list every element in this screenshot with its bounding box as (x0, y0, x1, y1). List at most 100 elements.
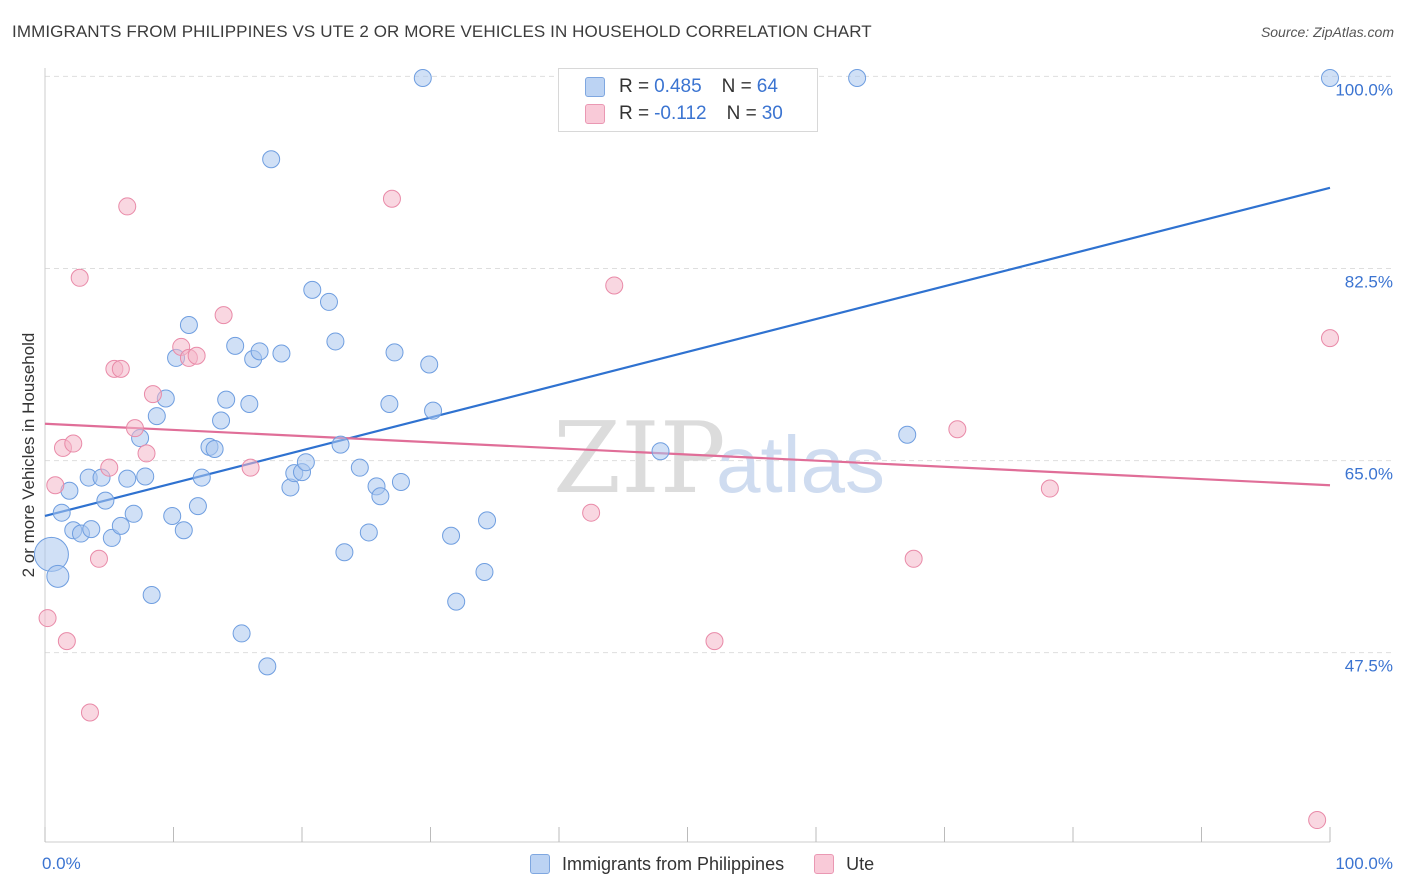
point-philippines (262, 150, 281, 169)
point-ute (1308, 811, 1327, 830)
point-philippines (371, 487, 390, 506)
point-ute (582, 503, 601, 522)
watermark: ZIP atlas (553, 402, 885, 516)
legend-n-value: 30 (761, 103, 783, 124)
watermark-zip: ZIP (553, 402, 726, 516)
point-philippines (142, 586, 161, 605)
point-philippines (188, 497, 207, 516)
point-philippines (212, 411, 231, 430)
point-ute (125, 419, 144, 438)
point-philippines (118, 469, 137, 488)
correlation-legend: R = 0.485 N = 64 R = -0.112 N = 30 (558, 68, 818, 132)
chart-title: IMMIGRANTS FROM PHILIPPINES VS UTE 2 OR … (12, 22, 872, 41)
tick-labels: 47.5% 65.0% 82.5% 100.0% 0.0% 100.0% (42, 80, 1393, 873)
y-tick-label: 65.0% (1345, 465, 1393, 484)
point-ute (214, 306, 233, 325)
point-philippines (335, 543, 354, 562)
legend-n-label: N = (721, 76, 752, 97)
trend-lines (44, 186, 1331, 518)
point-philippines (331, 435, 350, 454)
point-philippines (46, 564, 70, 588)
point-philippines (442, 526, 461, 545)
point-philippines (147, 407, 166, 426)
point-philippines (319, 292, 338, 311)
y-tick-label: 47.5% (1345, 657, 1393, 676)
series-label-philippines: Immigrants from Philippines (562, 853, 785, 874)
point-philippines (232, 624, 251, 643)
y-tick-label: 82.5% (1345, 272, 1393, 291)
point-philippines (52, 503, 71, 522)
point-ute (1040, 479, 1059, 498)
point-ute (89, 549, 108, 568)
point-ute (904, 549, 923, 568)
series-label-ute: Ute (846, 853, 875, 874)
point-philippines (102, 528, 121, 547)
point-philippines (350, 458, 369, 477)
point-philippines (1321, 69, 1339, 87)
point-philippines (250, 342, 269, 361)
point-philippines (303, 280, 322, 299)
x-tick-label: 100.0% (1335, 854, 1393, 873)
point-philippines (475, 562, 494, 581)
point-philippines (136, 467, 155, 486)
point-ute (38, 609, 57, 628)
point-ute (1321, 329, 1339, 348)
point-ute (111, 359, 130, 378)
point-philippines (296, 453, 315, 472)
gridlines (45, 75, 1395, 654)
point-ute (57, 632, 76, 651)
point-philippines (192, 468, 211, 487)
source-label: Source: ZipAtlas.com (1260, 24, 1394, 40)
legend-row-ute: R = -0.112 N = 30 (585, 102, 783, 126)
legend-n-label: N = (726, 103, 757, 124)
point-philippines (82, 520, 101, 539)
point-ute (187, 346, 206, 365)
legend-swatch-ute (585, 104, 605, 124)
series-legend: Immigrants from Philippines Ute (530, 852, 904, 876)
point-ute (70, 268, 89, 287)
point-ute (605, 276, 624, 295)
point-ute (46, 476, 65, 495)
point-ute (241, 458, 260, 477)
point-philippines (391, 472, 410, 491)
point-philippines (420, 355, 439, 374)
point-philippines (96, 491, 115, 510)
legend-n-value: 64 (756, 76, 778, 97)
point-philippines (179, 315, 198, 334)
point-philippines (205, 440, 224, 459)
point-ute (705, 632, 724, 651)
y-tick-label: 100.0% (1335, 80, 1393, 99)
point-ute (100, 458, 119, 477)
trendline-ute (44, 422, 1331, 487)
trendline-philippines (44, 186, 1331, 518)
x-tick-label: 0.0% (42, 854, 81, 873)
point-philippines (651, 442, 670, 461)
point-philippines (111, 516, 130, 535)
point-philippines (174, 521, 193, 540)
axes (44, 68, 1331, 843)
point-philippines (240, 395, 259, 414)
legend-r-value: -0.112 (654, 103, 707, 124)
point-philippines (380, 395, 399, 414)
series-legend-item-ute[interactable]: Ute (814, 854, 874, 875)
point-philippines (848, 69, 867, 87)
point-ute (137, 444, 156, 463)
point-philippines (272, 344, 291, 363)
series-swatch-ute (814, 854, 835, 874)
legend-r-label: R = (619, 76, 650, 97)
point-philippines (226, 336, 245, 355)
legend-r-value: 0.485 (654, 76, 702, 97)
point-philippines (258, 657, 277, 676)
point-ute (118, 197, 137, 216)
legend-swatch-philippines (585, 77, 605, 97)
point-ute (80, 703, 99, 722)
point-philippines (124, 504, 143, 523)
point-philippines (163, 506, 182, 525)
point-philippines (413, 69, 432, 87)
point-ute (64, 434, 83, 453)
series-legend-item-philippines[interactable]: Immigrants from Philippines (530, 854, 784, 875)
point-philippines (478, 511, 497, 530)
legend-r-label: R = (619, 103, 650, 124)
point-philippines (359, 523, 378, 542)
